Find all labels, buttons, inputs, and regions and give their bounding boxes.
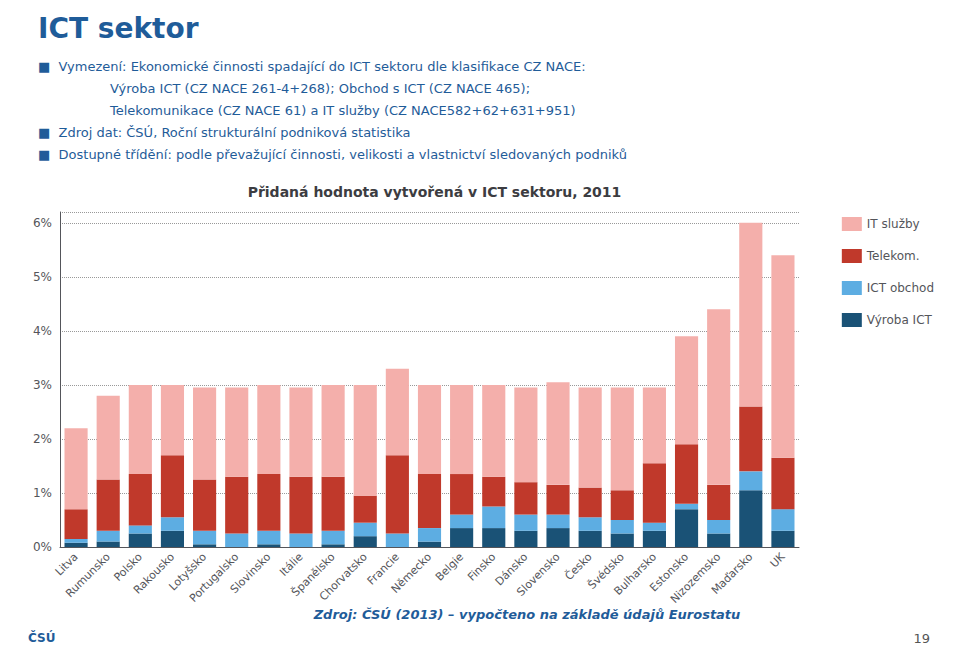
svg-text:Rakousko: Rakousko <box>131 550 177 596</box>
svg-text:Zdroj: ČSÚ (2013) – vypočteno: Zdroj: ČSÚ (2013) – vypočteno na základě… <box>313 607 741 622</box>
svg-text:Itálie: Itálie <box>277 550 306 579</box>
svg-text:■ Dostupné třídění: podle pře: ■ Dostupné třídění: podle převažující či… <box>38 147 627 162</box>
svg-text:ICT sektor: ICT sektor <box>38 12 199 45</box>
svg-text:Finsko: Finsko <box>465 550 499 584</box>
svg-text:3%: 3% <box>33 378 52 392</box>
svg-text:Polsko: Polsko <box>111 550 145 584</box>
svg-text:Francie: Francie <box>364 550 402 588</box>
svg-text:Slovensko: Slovensko <box>514 550 563 599</box>
svg-text:Slovinsko: Slovinsko <box>228 550 274 596</box>
svg-text:Česko: Česko <box>562 550 595 583</box>
svg-text:Bulharsko: Bulharsko <box>611 550 659 598</box>
svg-text:■ Zdroj dat: ČSÚ, Roční struk: ■ Zdroj dat: ČSÚ, Roční strukturální pod… <box>38 125 411 140</box>
svg-text:Švédsko: Švédsko <box>585 550 627 592</box>
svg-text:UK: UK <box>768 550 789 571</box>
svg-text:Německo: Německo <box>389 550 435 596</box>
svg-text:Španělsko: Španělsko <box>289 550 338 600</box>
svg-text:6%: 6% <box>33 216 52 230</box>
svg-text:Belgie: Belgie <box>433 550 466 583</box>
svg-text:ICT obchod: ICT obchod <box>867 281 934 295</box>
svg-text:Portugalsko: Portugalsko <box>187 550 242 605</box>
svg-text:ČSÚ: ČSÚ <box>28 630 55 645</box>
svg-text:2%: 2% <box>33 432 52 446</box>
svg-text:4%: 4% <box>33 324 52 338</box>
svg-text:Chorvatsko: Chorvatsko <box>317 550 370 603</box>
svg-text:Rumunsko: Rumunsko <box>63 550 113 600</box>
svg-text:Lotyšsko: Lotyšsko <box>166 550 210 594</box>
svg-text:Přidaná hodnota vytvořená v IC: Přidaná hodnota vytvořená v ICT sektoru,… <box>248 184 622 200</box>
svg-text:Telekomunikace (CZ NACE 61) a: Telekomunikace (CZ NACE 61) a IT služby … <box>109 103 576 118</box>
svg-text:■ Vymezení: Ekonomické činnos: ■ Vymezení: Ekonomické činnosti spadajíc… <box>38 59 586 74</box>
svg-text:Telekom.: Telekom. <box>866 249 920 263</box>
svg-text:19: 19 <box>913 631 930 646</box>
svg-text:Výroba ICT (CZ NACE 261-4+268): Výroba ICT (CZ NACE 261-4+268); Obchod s… <box>110 81 530 96</box>
svg-text:Litva: Litva <box>53 550 81 578</box>
svg-text:5%: 5% <box>33 270 52 284</box>
svg-text:0%: 0% <box>33 540 52 554</box>
svg-text:Výroba ICT: Výroba ICT <box>867 313 933 327</box>
svg-text:IT služby: IT služby <box>867 217 920 231</box>
svg-text:Estonsko: Estonsko <box>647 550 692 595</box>
svg-text:Maďarsko: Maďarsko <box>709 550 756 597</box>
svg-text:Nizozemsko: Nizozemsko <box>668 550 724 606</box>
svg-text:1%: 1% <box>33 486 52 500</box>
svg-text:Dánsko: Dánsko <box>492 550 531 589</box>
